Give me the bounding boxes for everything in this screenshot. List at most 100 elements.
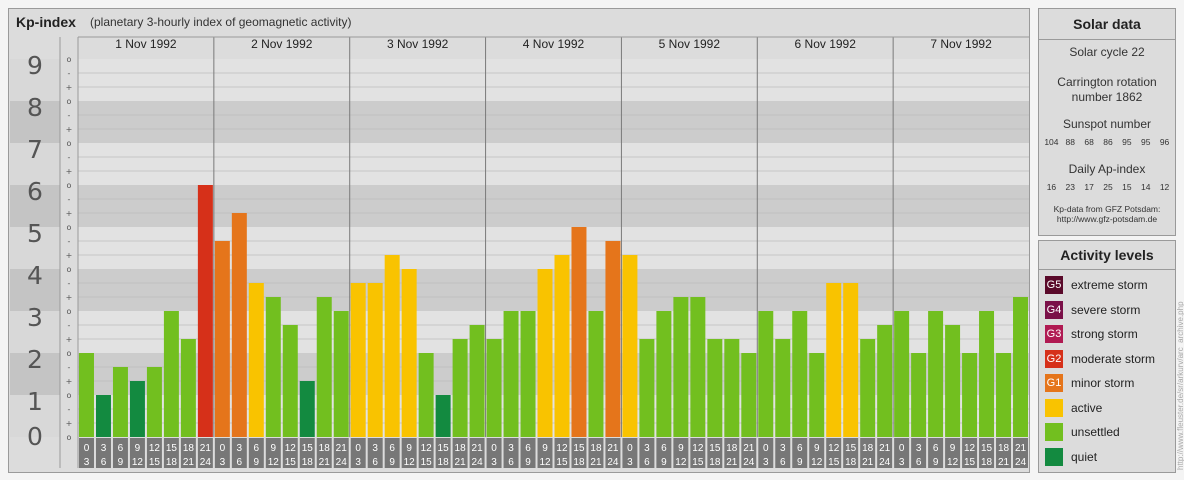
kp-subtick-label: o: [67, 307, 72, 316]
hour-end-label: 12: [947, 457, 959, 468]
kp-bar: [860, 339, 876, 437]
hour-start-label: 6: [389, 443, 395, 454]
hour-start-label: 21: [336, 443, 348, 454]
hour-end-label: 3: [627, 457, 633, 468]
kp-subtick-label: +: [66, 83, 73, 92]
solar-data-title: Solar data: [1039, 9, 1175, 40]
kp-subtick-label: +: [66, 293, 73, 302]
kp-tick-label: 2: [27, 345, 43, 374]
hour-cell: [1013, 438, 1028, 468]
kp-subtick-label: +: [66, 419, 73, 428]
hour-end-label: 15: [964, 457, 976, 468]
hour-cell: [350, 438, 366, 468]
kp-subtick-label: o: [67, 139, 72, 148]
day-label: 2 Nov 1992: [251, 37, 313, 51]
kp-bar: [163, 311, 179, 437]
sunspot-value: 95: [1140, 137, 1151, 147]
hour-start-label: 6: [661, 443, 667, 454]
kp-bar: [826, 282, 842, 437]
hour-cell: [843, 438, 859, 468]
hour-cell: [299, 438, 315, 468]
kp-band: [78, 143, 1029, 185]
hour-end-label: 18: [166, 457, 178, 468]
hour-end-label: 24: [472, 457, 484, 468]
hour-start-label: 9: [678, 443, 684, 454]
sunspot-title: Sunspot number: [1062, 117, 1152, 131]
kp-tick-label: 5: [27, 219, 43, 248]
kp-bar: [622, 255, 638, 437]
hour-end-label: 12: [675, 457, 687, 468]
legend-label: unsettled: [1071, 425, 1120, 439]
kp-subtick-label: -: [68, 237, 71, 246]
kp-band: [78, 185, 1029, 227]
hour-cell: [639, 438, 655, 468]
chart-subtitle: (planetary 3-hourly index of geomagnetic…: [90, 15, 352, 29]
kp-bar: [605, 240, 621, 437]
hour-end-label: 21: [862, 457, 874, 468]
hour-end-label: 12: [132, 457, 144, 468]
kp-bar: [707, 339, 723, 437]
hour-end-label: 3: [84, 457, 90, 468]
legend-label: severe storm: [1071, 302, 1141, 317]
legend-label: moderate storm: [1071, 351, 1156, 366]
kp-subtick-label: -: [68, 195, 71, 204]
hour-start-label: 0: [491, 443, 497, 454]
kp-subtick-label: +: [66, 335, 73, 344]
kp-bar: [503, 311, 519, 437]
kp-bar: [809, 353, 825, 437]
ap-index-title: Daily Ap-index: [1068, 162, 1146, 176]
hour-end-label: 15: [828, 457, 840, 468]
hour-end-label: 9: [389, 457, 395, 468]
hour-start-label: 12: [828, 443, 840, 454]
day-label: 5 Nov 1992: [659, 37, 721, 51]
kp-bar: [79, 353, 94, 437]
hour-cell: [146, 438, 162, 468]
legend-label: extreme storm: [1071, 278, 1148, 292]
kp-bar: [418, 353, 434, 437]
kp-subtick-label: +: [66, 251, 73, 260]
hour-end-label: 3: [355, 457, 361, 468]
hour-cell: [911, 438, 927, 468]
kp-label-band: [10, 395, 60, 437]
hour-start-label: 18: [319, 443, 331, 454]
hour-end-label: 9: [797, 457, 803, 468]
ap-index-values: 16 23 17 25 15 14 12: [1042, 182, 1174, 194]
sunspot-values: 104 88 68 86 95 95 96: [1042, 137, 1174, 149]
hour-start-label: 12: [149, 443, 161, 454]
hour-cell: [231, 438, 247, 468]
legend-swatch: [1045, 398, 1063, 417]
hour-start-label: 18: [590, 443, 602, 454]
data-source-link[interactable]: http://www.gfz-potsdam.de: [1056, 214, 1158, 224]
kp-bar: [928, 311, 944, 437]
legend-swatch: G4: [1045, 300, 1063, 319]
kp-bar: [673, 297, 689, 437]
chart-title: Kp-index: [16, 14, 76, 30]
hour-end-label: 3: [220, 457, 226, 468]
hour-cell: [996, 438, 1012, 468]
kp-bar: [894, 311, 910, 437]
hour-cell: [979, 438, 995, 468]
hour-start-label: 12: [964, 443, 976, 454]
hour-cell: [418, 438, 434, 468]
kp-bar: [945, 324, 961, 437]
hour-end-label: 21: [319, 457, 331, 468]
hour-cell: [129, 438, 145, 468]
kp-subtick-label: +: [66, 377, 73, 386]
hour-end-label: 24: [607, 457, 619, 468]
activity-levels-panel: Activity levels G5 extreme storm G4 severe …: [1038, 240, 1176, 473]
hour-start-label: 3: [780, 443, 786, 454]
hour-cell: [316, 438, 332, 468]
kp-label-band: [10, 143, 60, 185]
hour-end-label: 9: [661, 457, 667, 468]
kp-bar: [265, 297, 281, 437]
day-label: 3 Nov 1992: [387, 37, 449, 51]
hour-end-label: 6: [101, 457, 107, 468]
hour-cell: [928, 438, 944, 468]
hour-start-label: 18: [183, 443, 195, 454]
hour-end-label: 21: [726, 457, 738, 468]
hour-cell: [588, 438, 604, 468]
hour-cell: [197, 438, 213, 468]
kp-bar: [792, 311, 808, 437]
hour-cell: [435, 438, 451, 468]
hour-start-label: 3: [916, 443, 922, 454]
